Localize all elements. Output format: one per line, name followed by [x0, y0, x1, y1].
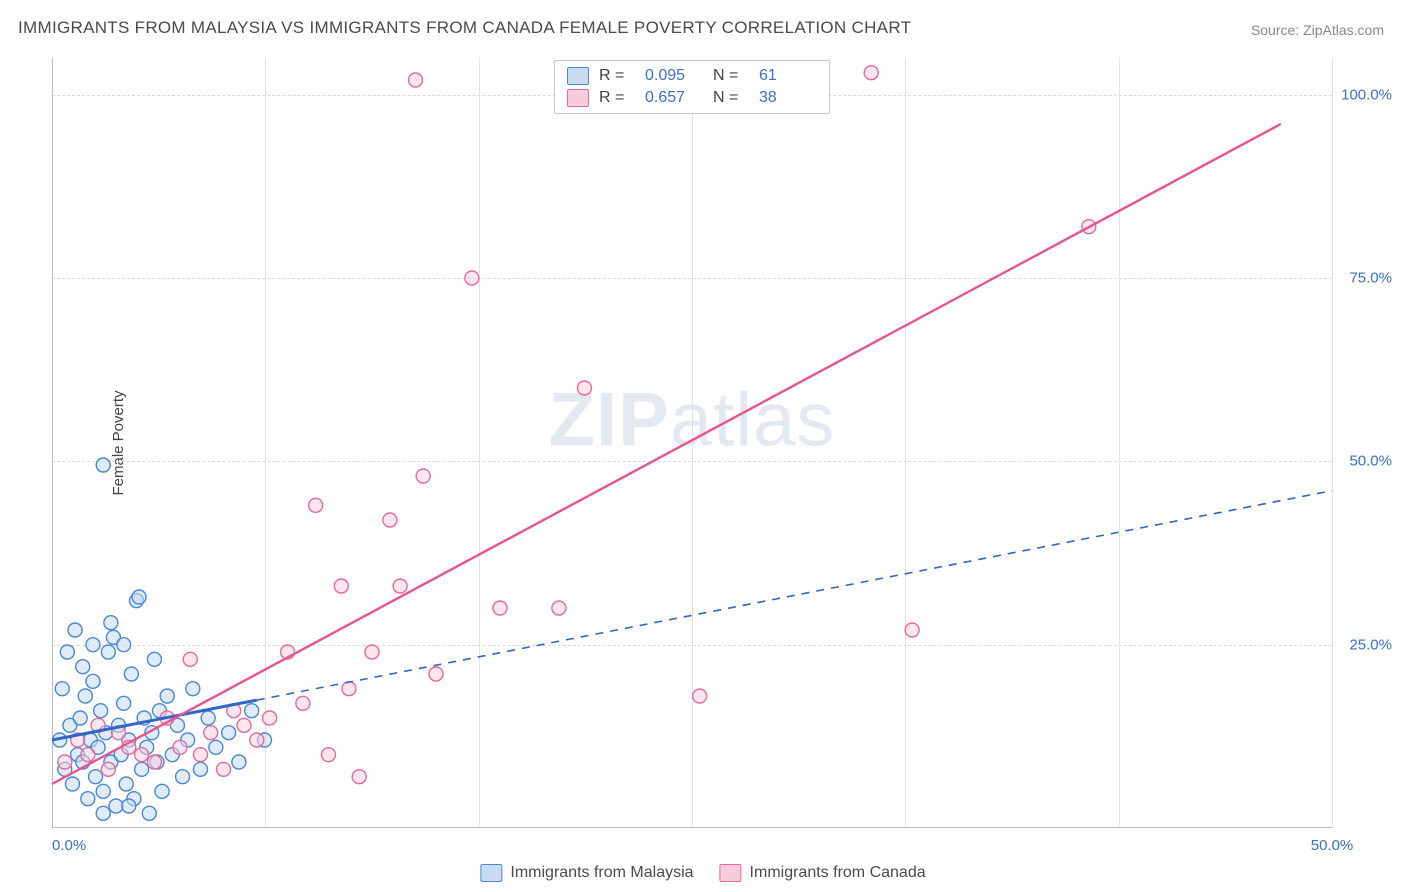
data-point	[119, 777, 133, 791]
x-tick-label: 50.0%	[1311, 837, 1354, 854]
data-point	[117, 638, 131, 652]
data-point	[263, 711, 277, 725]
legend-row: R = 0.095 N = 61	[567, 65, 817, 87]
legend-r-label: R =	[599, 89, 635, 107]
data-point	[217, 762, 231, 776]
chart-svg	[52, 58, 1332, 828]
data-point	[905, 623, 919, 637]
data-point	[393, 579, 407, 593]
data-point	[86, 674, 100, 688]
data-point	[81, 792, 95, 806]
data-point	[135, 748, 149, 762]
x-tick-label: 0.0%	[52, 837, 86, 854]
data-point	[122, 799, 136, 813]
data-point	[204, 726, 218, 740]
data-point	[250, 733, 264, 747]
legend-item: Immigrants from Malaysia	[480, 864, 693, 882]
data-point	[142, 806, 156, 820]
data-point	[76, 660, 90, 674]
legend-r-value: 0.095	[645, 67, 703, 85]
data-point	[193, 762, 207, 776]
y-tick-label: 50.0%	[1349, 453, 1392, 470]
data-point	[109, 799, 123, 813]
legend-n-value: 61	[759, 67, 817, 85]
data-point	[132, 590, 146, 604]
data-point	[78, 689, 92, 703]
data-point	[193, 748, 207, 762]
data-point	[321, 748, 335, 762]
legend-n-label: N =	[713, 67, 749, 85]
data-point	[409, 73, 423, 87]
data-point	[135, 762, 149, 776]
data-point	[222, 726, 236, 740]
series-legend: Immigrants from Malaysia Immigrants from …	[480, 864, 925, 882]
data-point	[94, 704, 108, 718]
data-point	[352, 770, 366, 784]
data-point	[365, 645, 379, 659]
chart-title: IMMIGRANTS FROM MALAYSIA VS IMMIGRANTS F…	[18, 18, 911, 38]
data-point	[73, 711, 87, 725]
data-point	[160, 689, 174, 703]
legend-swatch	[567, 89, 589, 107]
legend-label: Immigrants from Malaysia	[510, 864, 693, 881]
data-point	[68, 623, 82, 637]
data-point	[201, 711, 215, 725]
data-point	[147, 755, 161, 769]
source-attribution: Source: ZipAtlas.com	[1251, 22, 1384, 38]
data-point	[237, 718, 251, 732]
y-tick-label: 25.0%	[1349, 636, 1392, 653]
data-point	[416, 469, 430, 483]
data-point	[60, 645, 74, 659]
legend-swatch	[720, 864, 742, 882]
data-point	[383, 513, 397, 527]
legend-r-value: 0.657	[645, 89, 703, 107]
chart-plot-area: Female Poverty ZIPatlas 25.0%50.0%75.0%1…	[52, 58, 1332, 828]
data-point	[232, 755, 246, 769]
data-point	[96, 784, 110, 798]
legend-n-value: 38	[759, 89, 817, 107]
data-point	[864, 66, 878, 80]
data-point	[334, 579, 348, 593]
data-point	[155, 784, 169, 798]
data-point	[65, 777, 79, 791]
data-point	[96, 458, 110, 472]
legend-item: Immigrants from Canada	[720, 864, 926, 882]
legend-swatch	[567, 67, 589, 85]
data-point	[209, 740, 223, 754]
data-point	[693, 689, 707, 703]
data-point	[81, 748, 95, 762]
legend-swatch	[480, 864, 502, 882]
data-point	[296, 696, 310, 710]
legend-label: Immigrants from Canada	[750, 864, 926, 881]
data-point	[183, 652, 197, 666]
data-point	[101, 645, 115, 659]
data-point	[147, 652, 161, 666]
y-tick-label: 75.0%	[1349, 270, 1392, 287]
data-point	[124, 667, 138, 681]
data-point	[104, 616, 118, 630]
data-point	[173, 740, 187, 754]
data-point	[58, 755, 72, 769]
data-point	[342, 682, 356, 696]
correlation-legend: R = 0.095 N = 61 R = 0.657 N = 38	[554, 60, 830, 114]
data-point	[89, 770, 103, 784]
data-point	[577, 381, 591, 395]
legend-row: R = 0.657 N = 38	[567, 87, 817, 109]
data-point	[493, 601, 507, 615]
data-point	[429, 667, 443, 681]
y-tick-label: 100.0%	[1341, 86, 1392, 103]
data-point	[465, 271, 479, 285]
legend-n-label: N =	[713, 89, 749, 107]
data-point	[176, 770, 190, 784]
data-point	[86, 638, 100, 652]
data-point	[245, 704, 259, 718]
data-point	[101, 762, 115, 776]
data-point	[55, 682, 69, 696]
data-point	[552, 601, 566, 615]
data-point	[186, 682, 200, 696]
data-point	[309, 498, 323, 512]
legend-r-label: R =	[599, 67, 635, 85]
data-point	[96, 806, 110, 820]
data-point	[117, 696, 131, 710]
